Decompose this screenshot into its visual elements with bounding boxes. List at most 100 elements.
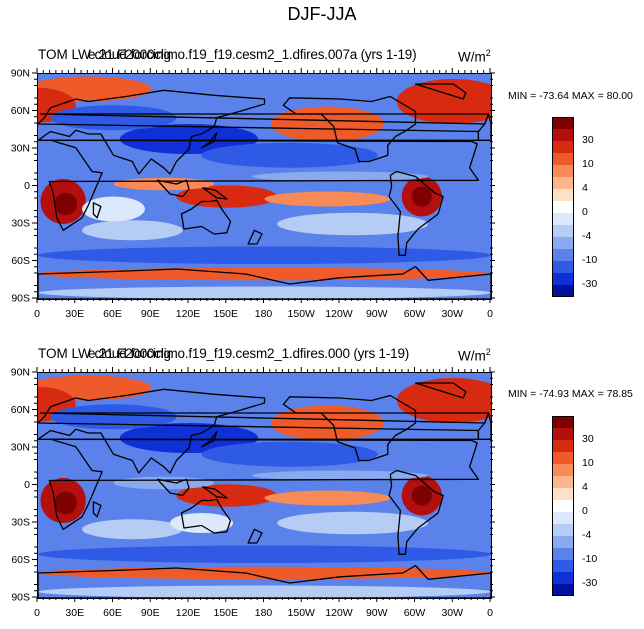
colorbar-label: 30 — [582, 134, 594, 146]
field-africa-core — [54, 491, 78, 515]
panel-units: W/m2 — [458, 347, 491, 364]
colorbar-label: -10 — [582, 553, 598, 565]
panel-1: TOM LW cloud forcing e.21.F2000climo.f19… — [0, 40, 644, 330]
lon-tick-label: 90W — [366, 607, 388, 619]
colorbar-border — [552, 117, 574, 297]
lon-tick-label: 0 — [487, 308, 493, 320]
coast-madagascar — [92, 202, 102, 219]
coast-new-guinea — [202, 187, 228, 200]
coast-australia — [180, 498, 232, 534]
lat-tick-label: 30N — [11, 442, 30, 454]
colorbar-swatch — [552, 488, 574, 501]
field-npac-cold — [201, 142, 378, 168]
colorbar-swatch — [552, 440, 574, 453]
lat-tick-label: 60N — [11, 404, 30, 416]
colorbar-swatch — [552, 500, 574, 513]
field-atlantic-warm — [396, 378, 491, 423]
map-1-axes: 90N 60N 30N 0 30S 60S 90S 0 30E 60E 90E 120E 150E 180… — [11, 68, 495, 320]
map-panel-1 — [37, 73, 492, 300]
lon-tick-label: 0 — [487, 607, 493, 619]
colorbar-swatch — [552, 177, 574, 190]
panel-title: TOM LW cloud forcing — [38, 346, 172, 361]
colorbar-swatch — [552, 189, 574, 202]
colorbar-swatch — [552, 536, 574, 549]
field-so-cold — [38, 545, 491, 563]
map-panel-2 — [37, 372, 492, 599]
lon-tick-label: 150E — [213, 308, 238, 320]
colorbar-swatch — [552, 225, 574, 238]
minmax-readout: MIN = -74.93 MAX = 78.85 — [508, 388, 633, 400]
colorbar-swatch — [552, 201, 574, 214]
colorbar-label: -10 — [582, 254, 598, 266]
colorbar-label: 30 — [582, 433, 594, 445]
colorbar-label: -4 — [582, 230, 592, 242]
panel-2: TOM LW cloud forcing e.21.F2000climo.f19… — [0, 339, 644, 629]
field-amazon-core — [411, 186, 432, 207]
colorbar-label: -30 — [582, 278, 598, 290]
lon-tick-label: 120W — [325, 308, 353, 320]
lon-tick-label: 90W — [366, 308, 388, 320]
field-antarctic-edge — [38, 267, 491, 281]
colorbar-swatch — [552, 273, 574, 286]
field-antarctic-light — [38, 585, 491, 598]
coast-north-america — [282, 394, 417, 462]
figure-title: DJF-JJA — [287, 4, 357, 24]
lat-tick-label: 30S — [11, 218, 30, 230]
field-itcz-cold — [251, 171, 429, 182]
field-asia-cold — [119, 423, 259, 453]
colorbar-swatch — [552, 548, 574, 561]
coast-africa — [48, 438, 480, 530]
minmax-readout: MIN = -73.64 MAX = 80.00 — [508, 90, 633, 102]
colorbar-label: 10 — [582, 457, 594, 469]
lon-tick-label: 30W — [441, 308, 463, 320]
field-atlantic-warm — [396, 79, 491, 124]
field-asia-cold — [119, 124, 259, 154]
coast-iberia-wrap — [477, 412, 491, 440]
colorbar-swatch — [552, 153, 574, 166]
colorbar-swatch — [552, 249, 574, 262]
coast-madagascar — [92, 501, 102, 518]
lon-tick-label: 90E — [141, 607, 160, 619]
colorbar-swatch — [552, 476, 574, 489]
coast-new-zealand — [247, 528, 263, 544]
colorbar-swatch — [552, 512, 574, 525]
colorbar-swatch — [552, 464, 574, 477]
lon-tick-label: 120E — [176, 308, 201, 320]
coast-eurasia — [38, 388, 480, 474]
coast-australia — [180, 199, 232, 235]
lat-tick-label: 90N — [11, 68, 30, 80]
colorbar-swatch — [552, 584, 574, 596]
lon-tick-label: 90E — [141, 308, 160, 320]
lon-tick-label: 0 — [34, 308, 40, 320]
coast-south-america — [388, 469, 444, 555]
colorbar-label: -30 — [582, 577, 598, 589]
lon-tick-label: 180 — [255, 607, 273, 619]
colorbar-swatch — [552, 213, 574, 226]
colorbar-swatch — [552, 428, 574, 441]
map-2-axes: 90N 60N 30N 0 30S 60S 90S 0 30E 60E 90E 120E 150E 180… — [11, 367, 495, 619]
field-siberia-cold — [50, 105, 177, 131]
colorbar-swatch — [552, 285, 574, 297]
colorbar-1-svg — [552, 117, 574, 297]
panel-units: W/m2 — [458, 48, 491, 65]
coast-north-america — [282, 95, 417, 163]
map-1-svg — [38, 74, 491, 299]
coast-indonesia — [156, 478, 190, 497]
panel-case: e.21.F2000climo.f19_f19.cesm2_1.dfires.0… — [88, 346, 410, 361]
coast-south-america — [388, 170, 444, 256]
lon-tick-label: 30E — [65, 607, 84, 619]
field-sio-light — [82, 519, 183, 540]
lon-tick-label: 180 — [255, 308, 273, 320]
colorbar-1-labels: 30 10 4 0 -4 -10 -30 — [582, 117, 622, 297]
field-npac-cold — [201, 441, 378, 467]
colorbar-label: 4 — [582, 481, 588, 493]
colorbar-2 — [552, 416, 574, 596]
lat-tick-label: 60S — [11, 255, 30, 267]
colorbar-swatch — [552, 416, 574, 429]
lon-tick-label: 120E — [176, 607, 201, 619]
lat-tick-label: 0 — [24, 479, 30, 491]
lat-tick-label: 90S — [11, 293, 30, 305]
colorbar-swatch — [552, 117, 574, 130]
lon-tick-label: 60E — [103, 607, 122, 619]
colorbar-label: 10 — [582, 158, 594, 170]
